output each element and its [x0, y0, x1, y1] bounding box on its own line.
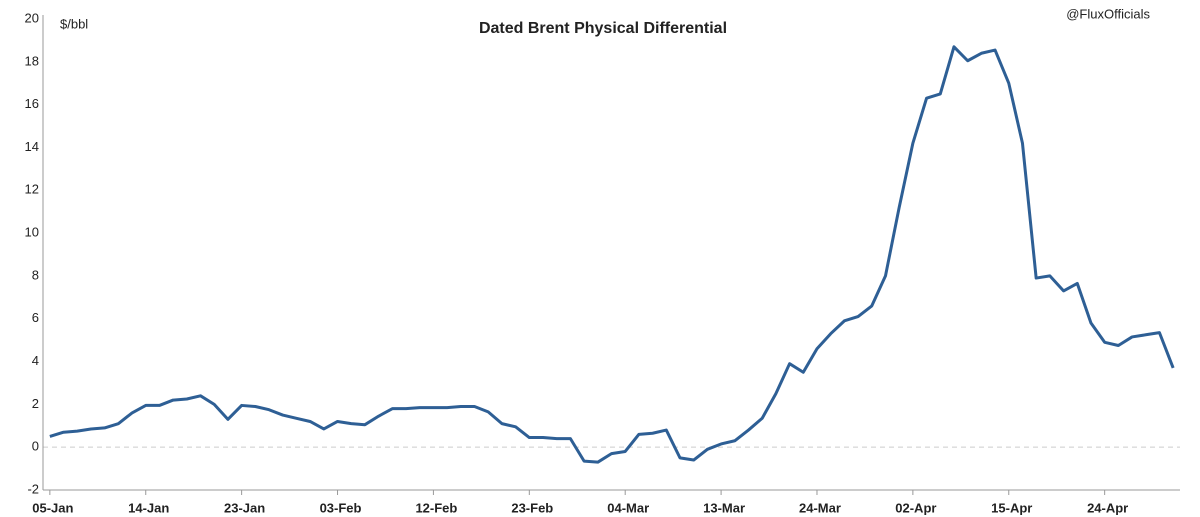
y-tick-label: 0 — [32, 439, 39, 454]
x-tick-label: 23-Feb — [511, 500, 553, 515]
x-tick-label: 04-Mar — [607, 500, 649, 515]
watermark: @FluxOfficials — [1066, 6, 1150, 21]
x-tick-label: 13-Mar — [703, 500, 745, 515]
y-tick-label: 6 — [32, 310, 39, 325]
y-tick-label: 14 — [25, 139, 39, 154]
y-tick-label: 8 — [32, 267, 39, 282]
x-tick-label: 23-Jan — [224, 500, 265, 515]
y-tick-label: 16 — [25, 96, 39, 111]
x-tick-label: 12-Feb — [415, 500, 457, 515]
x-tick-label: 14-Jan — [128, 500, 169, 515]
x-tick-label: 24-Apr — [1087, 500, 1128, 515]
y-axis-label: $/bbl — [60, 16, 88, 31]
y-tick-label: 12 — [25, 182, 39, 197]
x-tick-label: 05-Jan — [32, 500, 73, 515]
y-tick-label: 20 — [25, 10, 39, 25]
y-tick-label: 4 — [32, 353, 39, 368]
x-tick-label: 03-Feb — [320, 500, 362, 515]
y-tick-label: 18 — [25, 53, 39, 68]
data-line — [49, 45, 1175, 464]
y-tick-label: -2 — [27, 481, 39, 496]
x-tick-label: 15-Apr — [991, 500, 1032, 515]
x-tick-label: 02-Apr — [895, 500, 936, 515]
chart-title: Dated Brent Physical Differential — [479, 20, 727, 37]
x-tick-label: 24-Mar — [799, 500, 841, 515]
y-tick-label: 10 — [25, 225, 39, 240]
y-tick-label: 2 — [32, 396, 39, 411]
